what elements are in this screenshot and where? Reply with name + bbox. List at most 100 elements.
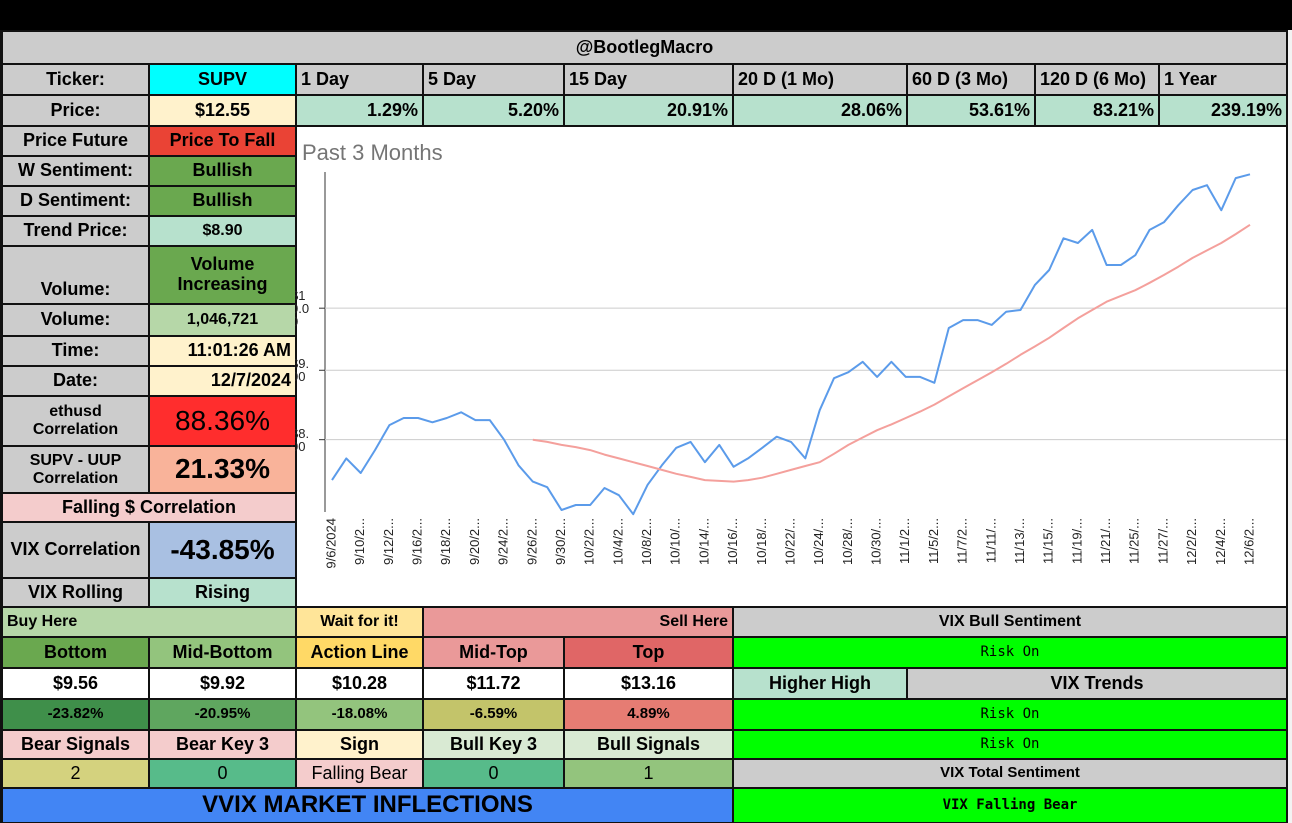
cell: Mid-Top (424, 638, 563, 667)
cell: Risk On (734, 638, 1286, 667)
cell: Bull Signals (565, 731, 732, 758)
cell: 1 (565, 760, 732, 787)
x-tick-label: 9/10/2... (352, 518, 367, 565)
cell: 120 D (6 Mo) (1036, 65, 1158, 94)
cell: VIX Correlation (3, 523, 148, 577)
x-tick-label: 10/4/2... (610, 518, 625, 565)
x-tick-label: 10/16/... (725, 518, 740, 565)
x-tick-label: 10/24/... (811, 518, 826, 565)
cell: 1,046,721 (150, 305, 295, 335)
x-tick-label: 12/6/2... (1241, 518, 1256, 565)
cell: 88.36% (150, 397, 295, 445)
cell: Bull Key 3 (424, 731, 563, 758)
cell: Bear Key 3 (150, 731, 295, 758)
cell: 5.20% (424, 96, 563, 125)
cell: Bear Signals (3, 731, 148, 758)
cell: 53.61% (908, 96, 1034, 125)
cell: Date: (3, 367, 148, 395)
cell: $11.72 (424, 669, 563, 698)
x-tick-label: 9/18/2... (438, 518, 453, 565)
cell: SUPV - UUP Correlation (3, 447, 148, 492)
cell: VVIX MARKET INFLECTIONS (3, 789, 732, 822)
line-series (331, 173, 1251, 516)
cell: Price: (3, 96, 148, 125)
cell: 2 (3, 760, 148, 787)
x-tick-label: 9/12/2... (381, 518, 396, 565)
x-tick-label: 10/10/... (668, 518, 683, 565)
x-tick-label: 11/1/2... (897, 518, 912, 564)
cell: Top (565, 638, 732, 667)
chart-panel: Past 3 Months 9/6/2024 9/10/2... 9/12/2...… (291, 127, 1286, 606)
cell: Volume: (3, 305, 148, 335)
x-tick-label: 12/2/2... (1184, 518, 1199, 565)
cell: VIX Rolling (3, 579, 148, 606)
x-tick-label: 10/2/2... (582, 518, 597, 565)
x-tick-label: 9/20/2... (467, 518, 482, 565)
x-tick-label: 9/30/2... (553, 518, 568, 565)
cell: $13.16 (565, 669, 732, 698)
cell: Falling $ Correlation (3, 494, 295, 521)
cell: D Sentiment: (3, 187, 148, 215)
cell: Price To Fall (150, 127, 295, 155)
cell: -6.59% (424, 700, 563, 729)
cell: $10.28 (297, 669, 422, 698)
cell: Volume Increasing (150, 247, 295, 303)
toolbar (0, 0, 1292, 30)
x-tick-label: 11/15/... (1041, 518, 1056, 564)
cell: Bullish (150, 157, 295, 185)
x-tick-label: 10/30/... (869, 518, 884, 565)
cell: 1.29% (297, 96, 422, 125)
cell: 21.33% (150, 447, 295, 492)
cell: Higher High (734, 669, 906, 698)
cell: @BootlegMacro (3, 32, 1286, 63)
cell: Price Future (3, 127, 148, 155)
cell: Volume: (3, 247, 148, 303)
x-tick-label: 10/8/2... (639, 518, 654, 565)
cell: Rising (150, 579, 295, 606)
cell: VIX Total Sentiment (734, 760, 1286, 787)
x-tick-label: 9/26/2... (524, 518, 539, 565)
x-tick-label: 11/11/... (983, 518, 998, 563)
cell: Trend Price: (3, 217, 148, 245)
x-tick-label: 11/27/... (1155, 518, 1170, 564)
cell: 20 D (1 Mo) (734, 65, 906, 94)
x-tick-label: 9/6/2024 (323, 518, 338, 569)
cell: 28.06% (734, 96, 906, 125)
cell: 60 D (3 Mo) (908, 65, 1034, 94)
x-tick-label: 9/16/2... (410, 518, 425, 565)
cell: SUPV (150, 65, 295, 94)
cell: VIX Bull Sentiment (734, 608, 1286, 636)
cell: 83.21% (1036, 96, 1158, 125)
x-tick-label: 9/24/2... (496, 518, 511, 565)
cell: 11:01:26 AM (150, 337, 295, 365)
cell: $9.92 (150, 669, 295, 698)
chart-title: Past 3 Months (302, 140, 443, 165)
cell: -18.08% (297, 700, 422, 729)
cell: -23.82% (3, 700, 148, 729)
cell: Bullish (150, 187, 295, 215)
line-series (532, 223, 1251, 483)
x-tick-label: 11/25/... (1127, 518, 1142, 564)
cell: Ticker: (3, 65, 148, 94)
cell: $12.55 (150, 96, 295, 125)
cell: ethusd Correlation (3, 397, 148, 445)
cell: Wait for it! (297, 608, 422, 636)
cell: 12/7/2024 (150, 367, 295, 395)
cell: 4.89% (565, 700, 732, 729)
x-tick-label: 11/7/2... (955, 518, 970, 564)
cell: 0 (424, 760, 563, 787)
cell: Mid-Bottom (150, 638, 295, 667)
cell: Risk On (734, 731, 1286, 758)
cell: Bottom (3, 638, 148, 667)
cell: W Sentiment: (3, 157, 148, 185)
cell: 1 Day (297, 65, 422, 94)
cell: 1 Year (1160, 65, 1286, 94)
cell: VIX Falling Bear (734, 789, 1286, 822)
x-tick-label: 10/22/... (782, 518, 797, 565)
cell: 5 Day (424, 65, 563, 94)
x-tick-label: 12/4/2... (1213, 518, 1228, 565)
x-tick-label: 10/14/... (696, 518, 711, 565)
cell: Buy Here (3, 608, 295, 636)
x-tick-label: 11/5/2... (926, 518, 941, 564)
